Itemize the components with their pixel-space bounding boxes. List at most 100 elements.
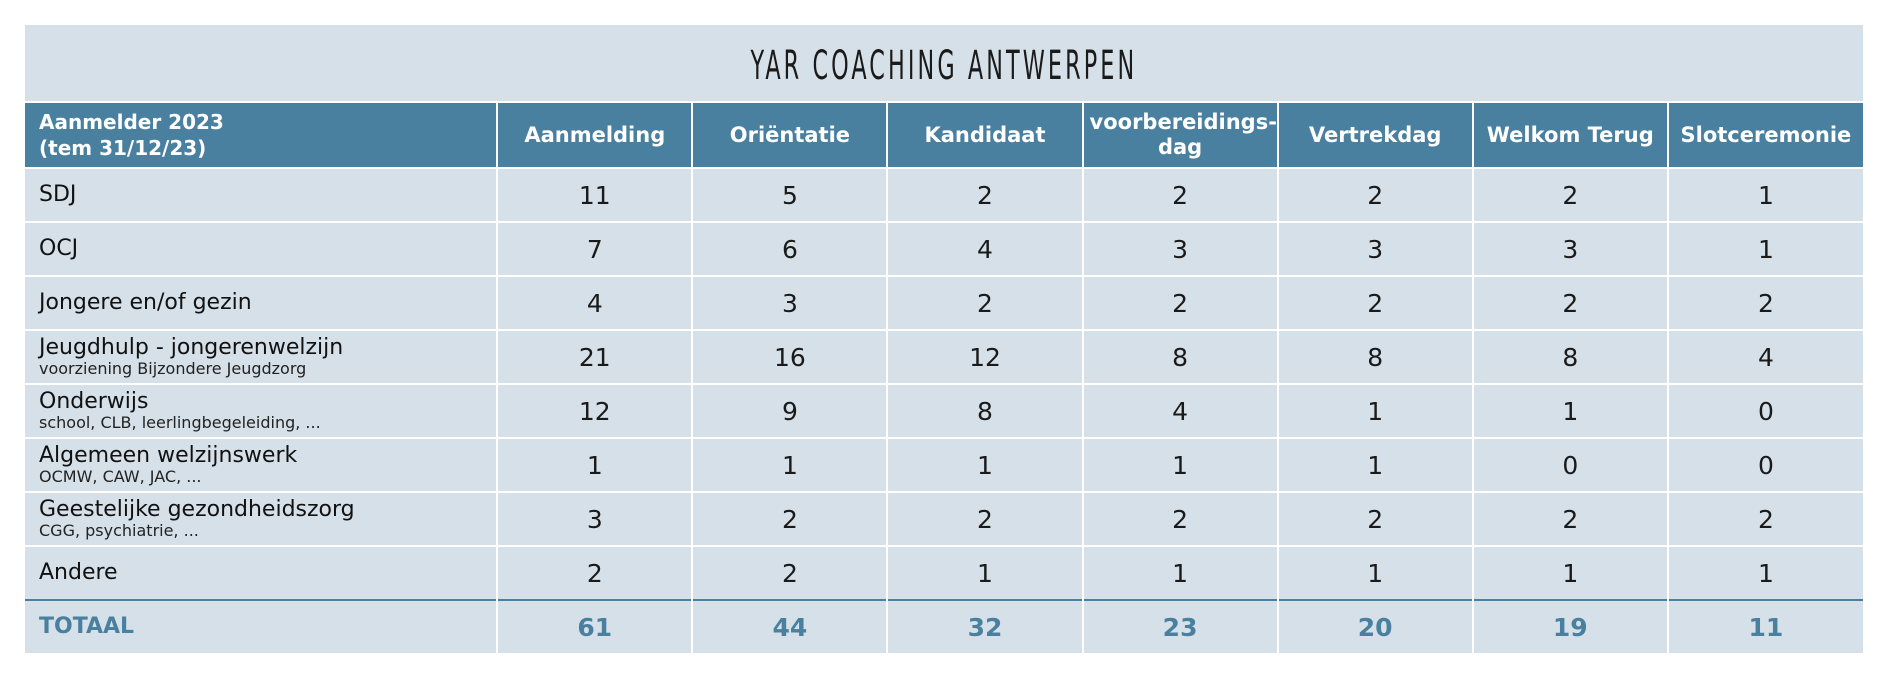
table-cell: 2 xyxy=(1472,275,1669,330)
table-header-row: Aanmelder 2023 (tem 31/12/23) Aanmelding… xyxy=(25,101,1863,168)
table-cell: 8 xyxy=(1277,329,1474,384)
table-cell: 11 xyxy=(497,167,694,222)
table-cell: 1 xyxy=(1277,545,1474,600)
row-label: Geestelijke gezondheidszorg xyxy=(39,497,355,522)
total-cell: 32 xyxy=(887,599,1084,653)
row-label-cell: Jeugdhulp - jongerenwelzijn voorziening B… xyxy=(25,329,499,384)
table-row: Jeugdhulp - jongerenwelzijn voorziening B… xyxy=(25,329,1863,384)
report-table-card: YAR COACHING ANTWERPEN Aanmelder 2023 (t… xyxy=(25,25,1863,653)
column-header: Vertrekdag xyxy=(1277,101,1474,168)
table-cell: 2 xyxy=(1667,275,1863,330)
table-cell: 1 xyxy=(1082,545,1279,600)
table-cell: 2 xyxy=(1277,167,1474,222)
table-cell: 2 xyxy=(1082,275,1279,330)
table-cell: 2 xyxy=(692,491,889,546)
row-sublabel: CGG, psychiatrie, ... xyxy=(39,521,199,540)
table-cell: 3 xyxy=(692,275,889,330)
total-cell: 11 xyxy=(1667,599,1863,653)
table-cell: 2 xyxy=(887,491,1084,546)
table-cell: 3 xyxy=(1277,221,1474,276)
row-sublabel: school, CLB, leerlingbegeleiding, ... xyxy=(39,413,321,432)
table-cell: 1 xyxy=(1277,437,1474,492)
column-header: Welkom Terug xyxy=(1472,101,1669,168)
table-cell: 16 xyxy=(692,329,889,384)
table-cell: 6 xyxy=(692,221,889,276)
table-row: Onderwijs school, CLB, leerlingbegeleidin… xyxy=(25,383,1863,438)
table-row: OCJ 7 6 4 3 3 3 1 xyxy=(25,221,1863,276)
table-cell: 1 xyxy=(1667,545,1863,600)
table-cell: 8 xyxy=(1082,329,1279,384)
total-cell: 20 xyxy=(1277,599,1474,653)
table-cell: 2 xyxy=(887,275,1084,330)
row-label: Onderwijs xyxy=(39,389,149,414)
table-cell: 1 xyxy=(1472,383,1669,438)
table-cell: 4 xyxy=(1667,329,1863,384)
table-cell: 4 xyxy=(1082,383,1279,438)
row-label-cell: Andere xyxy=(25,545,499,600)
row-label: Jeugdhulp - jongerenwelzijn xyxy=(39,335,344,360)
statistics-table: Aanmelder 2023 (tem 31/12/23) Aanmelding… xyxy=(25,101,1863,653)
table-cell: 2 xyxy=(887,167,1084,222)
table-cell: 1 xyxy=(887,437,1084,492)
table-cell: 9 xyxy=(692,383,889,438)
table-cell: 1 xyxy=(1667,167,1863,222)
column-header: Oriëntatie xyxy=(692,101,889,168)
table-cell: 1 xyxy=(1472,545,1669,600)
table-cell: 2 xyxy=(1472,167,1669,222)
table-cell: 1 xyxy=(1082,437,1279,492)
table-cell: 5 xyxy=(692,167,889,222)
table-cell: 3 xyxy=(1472,221,1669,276)
table-cell: 4 xyxy=(497,275,694,330)
table-row: Algemeen welzijnswerk OCMW, CAW, JAC, ...… xyxy=(25,437,1863,492)
table-cell: 2 xyxy=(497,545,694,600)
table-row: Jongere en/of gezin 4 3 2 2 2 2 2 xyxy=(25,275,1863,330)
table-cell: 0 xyxy=(1667,437,1863,492)
header-line-1: Aanmelder 2023 xyxy=(39,110,224,134)
row-label-cell: OCJ xyxy=(25,221,499,276)
table-cell: 4 xyxy=(887,221,1084,276)
table-cell: 2 xyxy=(1277,491,1474,546)
row-label-cell: Onderwijs school, CLB, leerlingbegeleidin… xyxy=(25,383,499,438)
table-cell: 1 xyxy=(1277,383,1474,438)
table-cell: 7 xyxy=(497,221,694,276)
total-cell: 19 xyxy=(1472,599,1669,653)
column-header: voorbereidings- dag xyxy=(1082,101,1279,168)
total-row: TOTAAL 61 44 32 23 20 19 11 xyxy=(25,599,1863,653)
row-label: SDJ xyxy=(39,182,77,207)
table-row: Andere 2 2 1 1 1 1 1 xyxy=(25,545,1863,600)
table-cell: 2 xyxy=(1082,167,1279,222)
row-sublabel: voorziening Bijzondere Jeugdzorg xyxy=(39,359,307,378)
header-line-2: (tem 31/12/23) xyxy=(39,136,207,160)
table-cell: 2 xyxy=(692,545,889,600)
total-cell: 23 xyxy=(1082,599,1279,653)
table-cell: 2 xyxy=(1667,491,1863,546)
table-cell: 1 xyxy=(692,437,889,492)
table-cell: 8 xyxy=(1472,329,1669,384)
table-row: Geestelijke gezondheidszorg CGG, psychiat… xyxy=(25,491,1863,546)
row-label: OCJ xyxy=(39,236,79,261)
table-cell: 12 xyxy=(887,329,1084,384)
page-title: YAR COACHING ANTWERPEN xyxy=(750,43,1138,89)
table-cell: 2 xyxy=(1082,491,1279,546)
table-cell: 0 xyxy=(1667,383,1863,438)
column-header: Aanmelding xyxy=(497,101,694,168)
table-cell: 2 xyxy=(1472,491,1669,546)
column-header: Slotceremonie xyxy=(1667,101,1863,168)
table-cell: 1 xyxy=(497,437,694,492)
row-label-cell: SDJ xyxy=(25,167,499,222)
row-label: Algemeen welzijnswerk xyxy=(39,443,298,468)
row-label: Jongere en/of gezin xyxy=(39,290,252,315)
table-cell: 1 xyxy=(887,545,1084,600)
table-cell: 1 xyxy=(1667,221,1863,276)
table-cell: 2 xyxy=(1277,275,1474,330)
total-cell: 44 xyxy=(692,599,889,653)
column-header-aanmelder: Aanmelder 2023 (tem 31/12/23) xyxy=(25,101,499,168)
table-cell: 12 xyxy=(497,383,694,438)
total-cell: 61 xyxy=(497,599,694,653)
table-cell: 8 xyxy=(887,383,1084,438)
table-cell: 0 xyxy=(1472,437,1669,492)
table-cell: 3 xyxy=(1082,221,1279,276)
table-cell: 21 xyxy=(497,329,694,384)
row-label: Andere xyxy=(39,560,118,585)
column-header: Kandidaat xyxy=(887,101,1084,168)
